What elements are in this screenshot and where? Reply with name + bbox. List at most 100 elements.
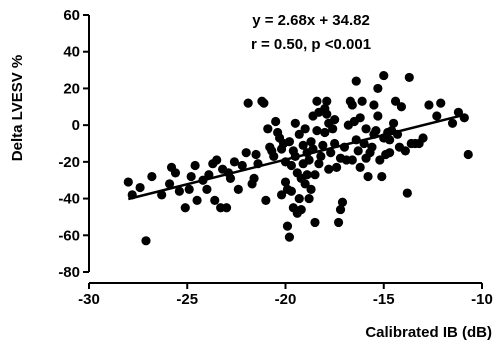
data-point bbox=[463, 149, 473, 160]
data-point bbox=[229, 157, 240, 167]
y-tick-label: 0 bbox=[72, 117, 80, 134]
data-point bbox=[263, 124, 273, 134]
x-tick-label: -25 bbox=[176, 291, 198, 308]
data-point bbox=[284, 232, 295, 242]
data-point bbox=[432, 111, 442, 121]
data-point bbox=[355, 113, 365, 123]
data-point bbox=[304, 193, 314, 204]
data-point bbox=[377, 171, 387, 182]
data-point bbox=[400, 146, 410, 156]
data-point bbox=[221, 203, 232, 213]
y-axis-title: Delta LVESV % bbox=[9, 55, 26, 161]
data-point bbox=[233, 184, 243, 194]
data-point bbox=[170, 168, 181, 178]
data-point bbox=[304, 155, 314, 165]
x-tick-label: -15 bbox=[373, 291, 395, 308]
data-point bbox=[369, 100, 379, 110]
data-point bbox=[212, 155, 222, 165]
x-tick-label: -30 bbox=[78, 291, 100, 308]
data-point bbox=[123, 177, 133, 187]
y-tick-label: 60 bbox=[63, 7, 80, 24]
data-point bbox=[269, 151, 279, 161]
data-point bbox=[210, 195, 220, 206]
data-point bbox=[141, 236, 151, 246]
data-point bbox=[127, 190, 137, 200]
data-point bbox=[198, 175, 208, 185]
y-tick-label: 40 bbox=[63, 44, 80, 61]
data-point bbox=[385, 148, 395, 158]
correlation-statistics: r = 0.50, p <0.001 bbox=[251, 36, 371, 53]
data-point bbox=[335, 204, 346, 215]
data-point bbox=[396, 102, 407, 112]
data-point bbox=[184, 184, 194, 194]
data-point bbox=[373, 83, 383, 94]
y-axis-title-group: Delta LVESV % bbox=[9, 55, 26, 161]
data-point bbox=[385, 135, 395, 145]
data-point bbox=[192, 195, 202, 206]
data-point bbox=[337, 197, 348, 207]
data-point bbox=[459, 113, 469, 123]
regression-equation: y = 2.68x + 34.82 bbox=[252, 12, 370, 29]
data-point bbox=[331, 162, 342, 172]
data-point bbox=[294, 193, 304, 204]
data-point bbox=[404, 72, 414, 83]
data-point bbox=[388, 118, 399, 128]
data-point bbox=[351, 135, 361, 145]
data-point bbox=[318, 140, 328, 150]
data-point bbox=[418, 133, 428, 143]
data-point bbox=[186, 171, 196, 182]
data-point bbox=[359, 138, 369, 149]
data-point bbox=[290, 118, 300, 128]
data-point bbox=[241, 148, 251, 158]
data-point bbox=[314, 159, 324, 169]
ticks: 60 40 20 0 -20 -40 -60 -80 -30 -25 -20 -15 -10 bbox=[58, 7, 493, 308]
data-point bbox=[251, 149, 261, 160]
data-point bbox=[436, 98, 446, 108]
data-point bbox=[333, 217, 344, 228]
data-point bbox=[157, 190, 167, 200]
data-point bbox=[294, 129, 304, 139]
x-tick-label: -20 bbox=[275, 291, 297, 308]
data-point bbox=[249, 173, 259, 183]
data-point bbox=[355, 162, 365, 172]
data-point bbox=[259, 98, 269, 108]
data-point bbox=[390, 96, 401, 106]
data-point bbox=[280, 177, 291, 187]
data-point bbox=[180, 203, 190, 213]
data-points bbox=[123, 70, 473, 246]
data-point bbox=[371, 126, 381, 136]
data-point bbox=[424, 100, 434, 110]
data-point bbox=[190, 160, 200, 171]
data-point bbox=[302, 170, 312, 180]
data-point bbox=[392, 129, 403, 139]
data-point bbox=[276, 190, 287, 200]
y-tick-label: -80 bbox=[58, 264, 80, 281]
data-point bbox=[379, 70, 389, 81]
data-point bbox=[261, 195, 271, 206]
data-point bbox=[367, 142, 377, 152]
data-point bbox=[347, 155, 357, 165]
data-point bbox=[330, 138, 340, 149]
data-point bbox=[310, 217, 320, 228]
data-point bbox=[316, 151, 326, 161]
data-point bbox=[284, 137, 295, 147]
data-point bbox=[306, 137, 316, 147]
data-point bbox=[243, 98, 253, 108]
y-tick-label: -40 bbox=[58, 191, 80, 208]
data-point bbox=[296, 204, 306, 215]
data-point bbox=[225, 173, 236, 183]
data-point bbox=[339, 142, 350, 152]
data-point bbox=[453, 107, 464, 117]
data-point bbox=[361, 124, 371, 134]
data-point bbox=[373, 111, 383, 121]
data-point bbox=[306, 184, 316, 194]
data-point bbox=[310, 170, 320, 180]
data-point bbox=[353, 146, 363, 156]
data-point bbox=[357, 96, 367, 106]
data-point bbox=[286, 186, 296, 196]
data-point bbox=[271, 116, 281, 127]
data-point bbox=[351, 76, 361, 86]
data-point bbox=[204, 170, 214, 180]
